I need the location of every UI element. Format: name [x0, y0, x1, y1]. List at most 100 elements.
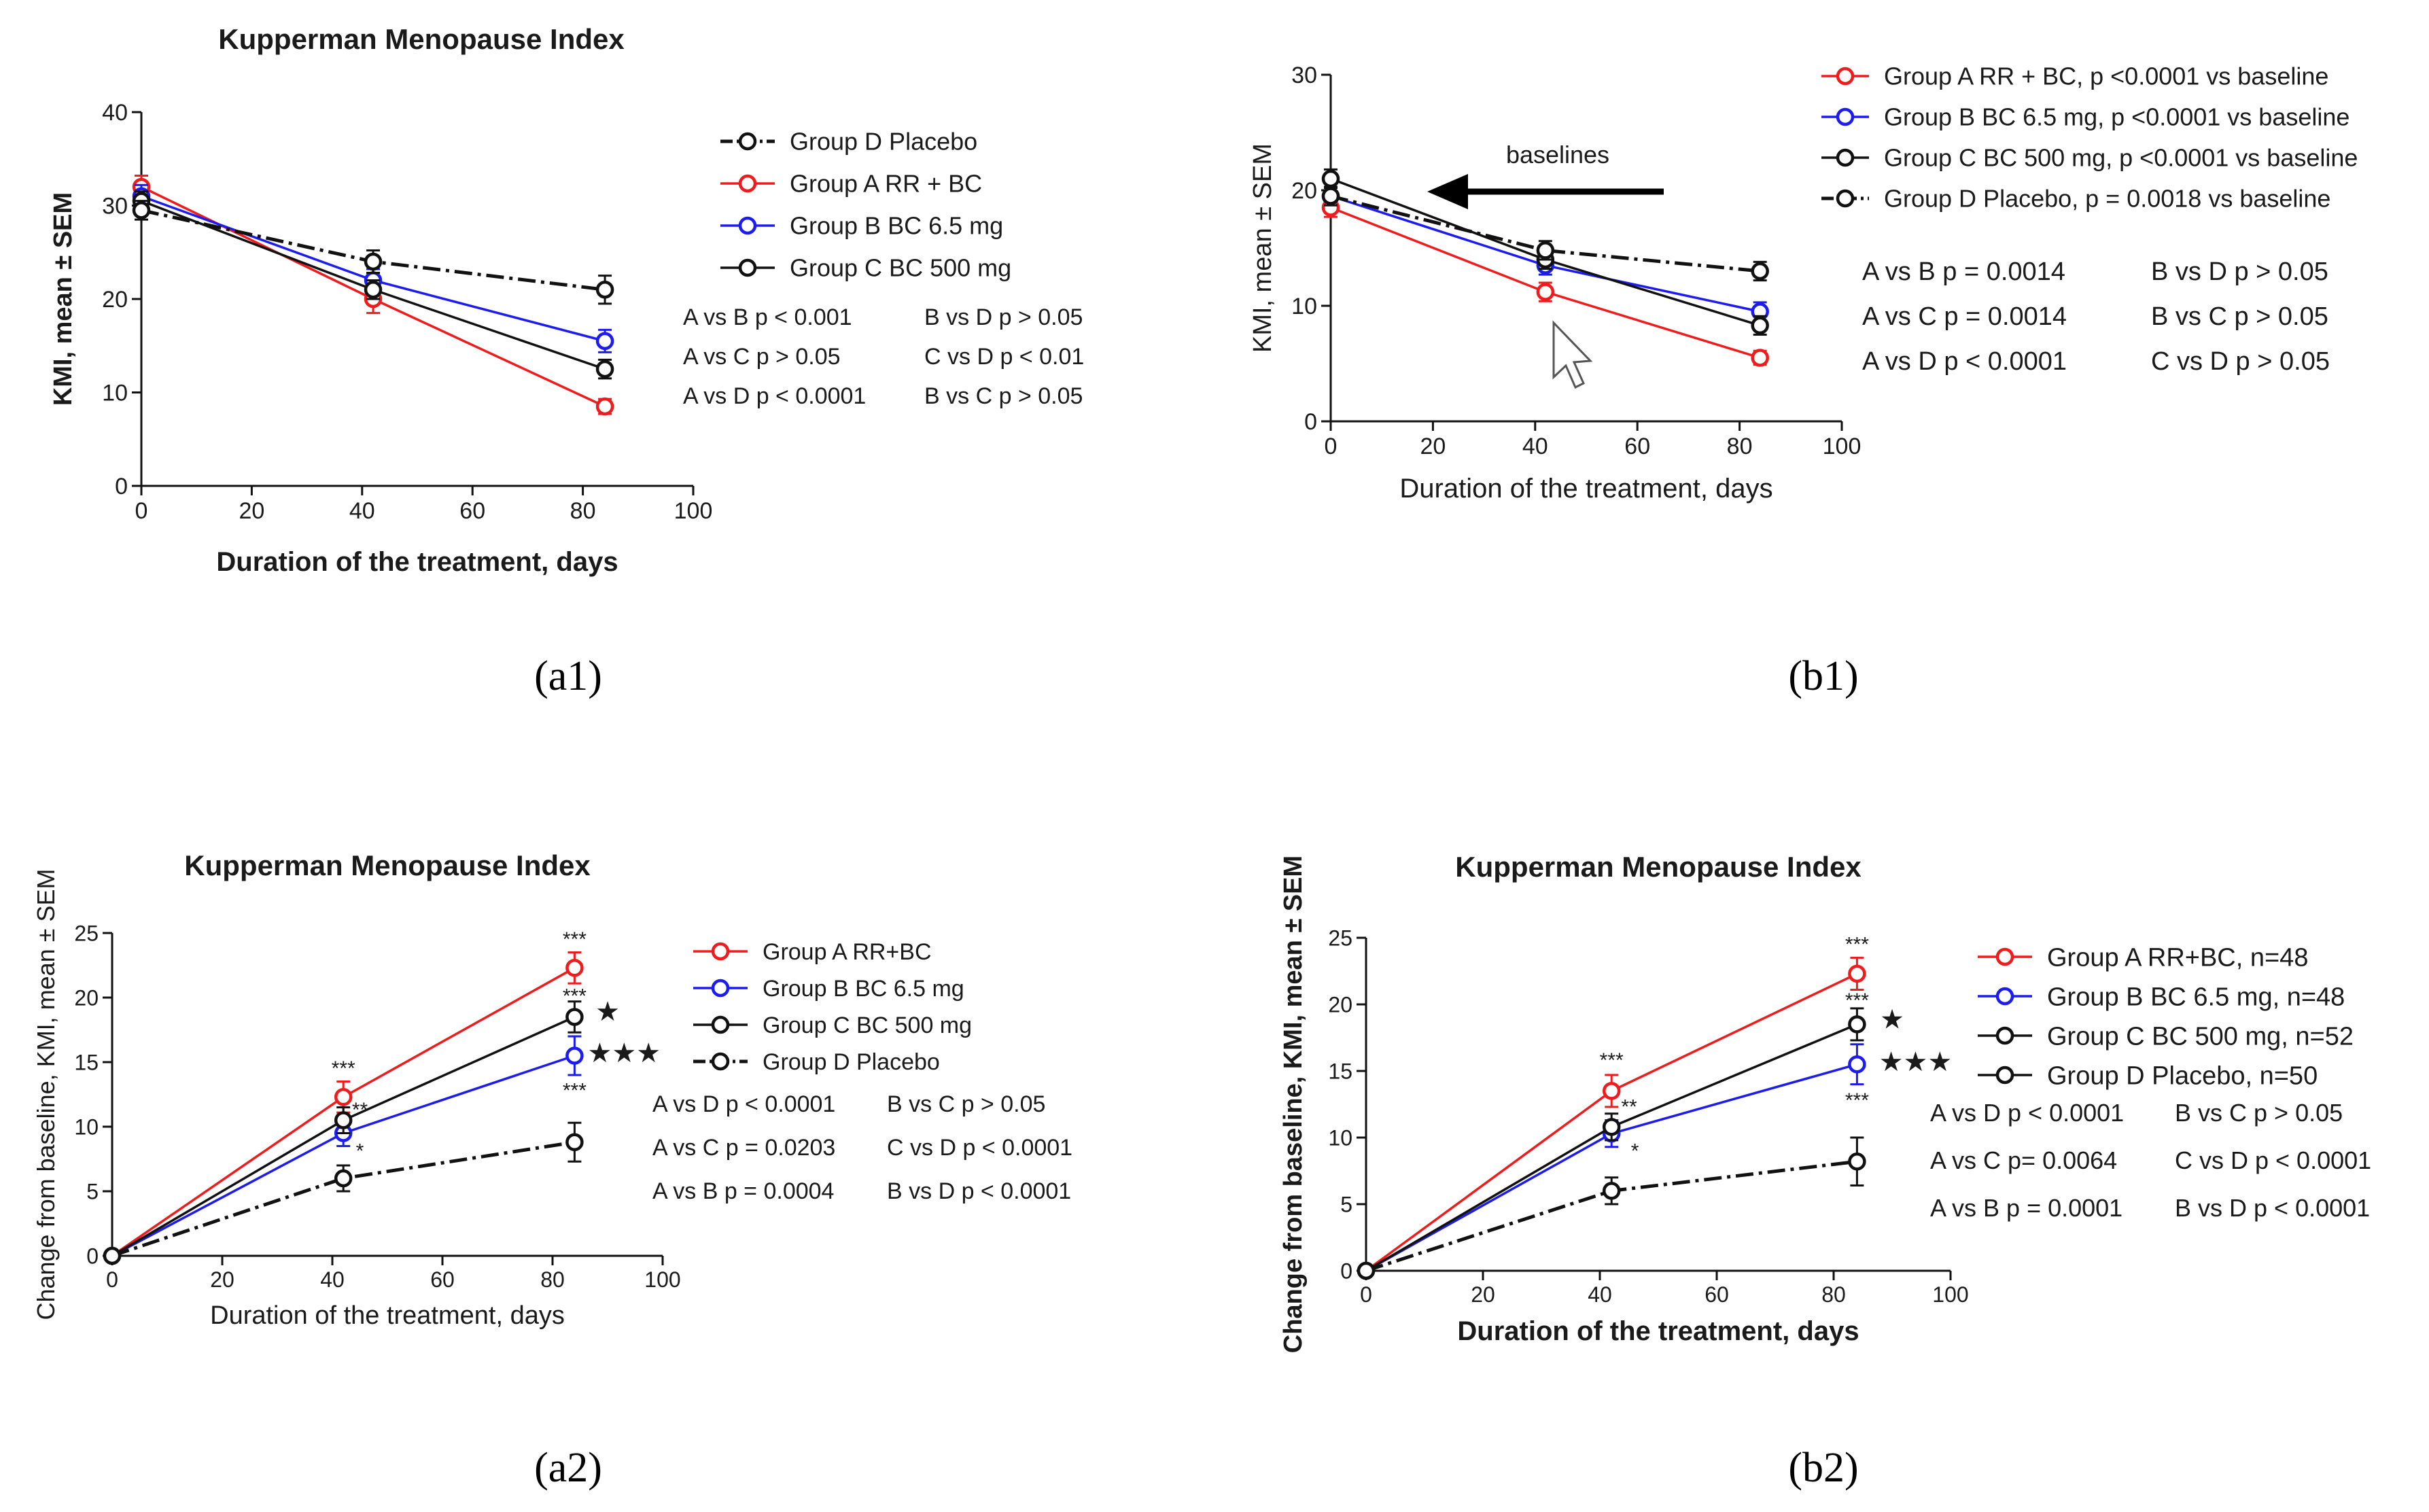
p-value-text: C vs D p > 0.05 — [2151, 347, 2330, 376]
p-value-text: B vs C p > 0.05 — [924, 383, 1083, 409]
data-point — [1321, 169, 1340, 188]
data-point — [595, 359, 614, 379]
significance-mark: ★ — [1880, 1004, 1904, 1034]
x-tick-label: 60 — [1705, 1282, 1729, 1307]
x-tick-label: 40 — [1588, 1282, 1612, 1307]
legend-marker — [738, 216, 757, 235]
x-tick-label: 40 — [320, 1267, 345, 1292]
y-tick-label: 0 — [86, 1244, 99, 1269]
significance-mark: *** — [1845, 934, 1869, 956]
legend: Group A RR+BC Group B BC 6.5 mg Group C BC… — [693, 939, 972, 1075]
y-tick-label: 5 — [1340, 1193, 1352, 1217]
p-value-text: A vs D p < 0.0001 — [652, 1091, 835, 1117]
p-value-annotations: A vs B p = 0.0014 B vs D p > 0.05 A vs C p… — [1862, 258, 2330, 376]
data-point — [1536, 283, 1555, 301]
x-tick-label: 80 — [540, 1267, 565, 1292]
y-tick-label: 30 — [1291, 63, 1317, 88]
series-line — [111, 1140, 575, 1258]
series-3 — [1357, 1136, 1866, 1280]
significance-mark: ** — [1621, 1096, 1637, 1119]
p-value-text: A vs D p < 0.0001 — [1930, 1099, 2124, 1127]
x-tick-label: 60 — [1624, 434, 1650, 459]
legend-marker — [711, 1052, 730, 1071]
p-value-annotations: A vs D p < 0.0001 B vs C p > 0.05 A vs C p… — [1930, 1099, 2371, 1222]
p-value-text: B vs C p > 0.05 — [2175, 1099, 2343, 1127]
p-value-text: A vs C p= 0.0064 — [1930, 1146, 2117, 1174]
x-tick-label: 80 — [570, 498, 596, 524]
p-value-text: B vs D p < 0.0001 — [887, 1178, 1071, 1204]
chart-title: Kupperman Menopause Index — [218, 23, 625, 55]
legend-marker — [1836, 148, 1855, 167]
series-3 — [1321, 186, 1769, 282]
legend-entry: Group C BC 500 mg, p <0.0001 vs baseline — [1884, 144, 2358, 172]
legend-entry: Group A RR+BC, n=48 — [2047, 943, 2308, 972]
legend-marker — [1995, 1026, 2014, 1045]
x-tick-label: 100 — [1932, 1282, 1968, 1307]
significance-mark: ★ — [595, 997, 620, 1027]
data-point — [595, 281, 614, 299]
chart-title: Kupperman Menopause Index — [1455, 851, 1862, 883]
x-tick-label: 0 — [106, 1267, 118, 1292]
y-tick-label: 20 — [102, 287, 128, 313]
p-value-text: A vs C p = 0.0014 — [1862, 302, 2067, 331]
p-value-text: C vs D p < 0.0001 — [2175, 1146, 2371, 1174]
data-point — [334, 1088, 353, 1106]
legend-entry: Group B BC 6.5 mg, p <0.0001 vs baseline — [1884, 103, 2349, 131]
x-tick-label: 60 — [459, 498, 485, 524]
p-value-text: B vs D p > 0.05 — [924, 304, 1083, 330]
legend-entry: Group A RR+BC — [763, 939, 932, 965]
series-3 — [103, 1121, 584, 1265]
significance-mark: ** — [352, 1099, 368, 1121]
data-point — [1602, 1118, 1621, 1136]
legend-marker — [738, 132, 757, 151]
significance-mark: ★★★ — [588, 1038, 661, 1068]
y-tick-label: 0 — [115, 474, 128, 499]
x-axis-label: Duration of the treatment, days — [216, 547, 618, 577]
y-tick-label: 0 — [1340, 1259, 1352, 1284]
y-axis-label: KMI, mean ± SEM — [49, 192, 77, 406]
data-point — [364, 281, 383, 299]
legend-marker — [1836, 67, 1855, 86]
x-tick-label: 100 — [644, 1267, 680, 1292]
data-point — [132, 201, 151, 219]
x-tick-label: 40 — [1522, 434, 1548, 459]
legend-entry: Group B BC 6.5 mg — [790, 212, 1003, 240]
x-tick-label: 100 — [1823, 434, 1862, 459]
y-tick-label: 0 — [1304, 409, 1317, 435]
chart-a1: Kupperman Menopause Index 0 20 40 60 80 100 0 10… — [49, 23, 1084, 699]
p-value-text: B vs C p > 0.05 — [2151, 302, 2328, 331]
legend-entry: Group D Placebo — [790, 128, 977, 156]
data-point — [1848, 1153, 1866, 1171]
y-tick-label: 30 — [102, 194, 128, 219]
arrow-label: baselines — [1506, 141, 1609, 169]
x-axis-label: Duration of the treatment, days — [1399, 474, 1772, 504]
cursor-icon — [1552, 320, 1593, 389]
p-value-text: A vs C p > 0.05 — [683, 344, 841, 370]
legend-entry: Group C BC 500 mg, n=52 — [2047, 1022, 2354, 1051]
data-point — [1536, 241, 1555, 260]
legend-marker — [711, 1015, 730, 1034]
data-point — [1357, 1261, 1376, 1280]
series-3 — [132, 200, 614, 305]
data-point — [1321, 187, 1340, 205]
p-value-text: A vs D p < 0.0001 — [1862, 347, 2067, 376]
data-point — [1848, 1055, 1866, 1074]
data-point — [1602, 1182, 1621, 1200]
x-tick-label: 0 — [1325, 434, 1338, 459]
legend-marker — [1836, 189, 1855, 208]
legend-entry: Group A RR + BC, p <0.0001 vs baseline — [1884, 63, 2328, 90]
legend-entry: Group D Placebo, p = 0.0018 vs baseline — [1884, 185, 2330, 213]
y-axis-label: Change from baseline, KMI, mean ± SEM — [32, 868, 60, 1320]
legend-marker — [1995, 1066, 2014, 1085]
data-point — [103, 1246, 122, 1265]
legend-marker — [1995, 947, 2014, 966]
data-point — [565, 1133, 584, 1152]
chart-b1: 0 20 40 60 80 100 0 10 20 30 Duration of the treat… — [1248, 63, 2358, 699]
p-value-annotations: A vs D p < 0.0001 B vs C p > 0.05 A vs C p… — [652, 1091, 1072, 1204]
data-point — [364, 252, 383, 271]
x-tick-label: 40 — [349, 498, 375, 524]
p-value-text: B vs C p > 0.05 — [887, 1091, 1045, 1117]
data-point — [595, 332, 614, 351]
x-tick-label: 60 — [430, 1267, 455, 1292]
panel-label: (a1) — [534, 653, 602, 699]
